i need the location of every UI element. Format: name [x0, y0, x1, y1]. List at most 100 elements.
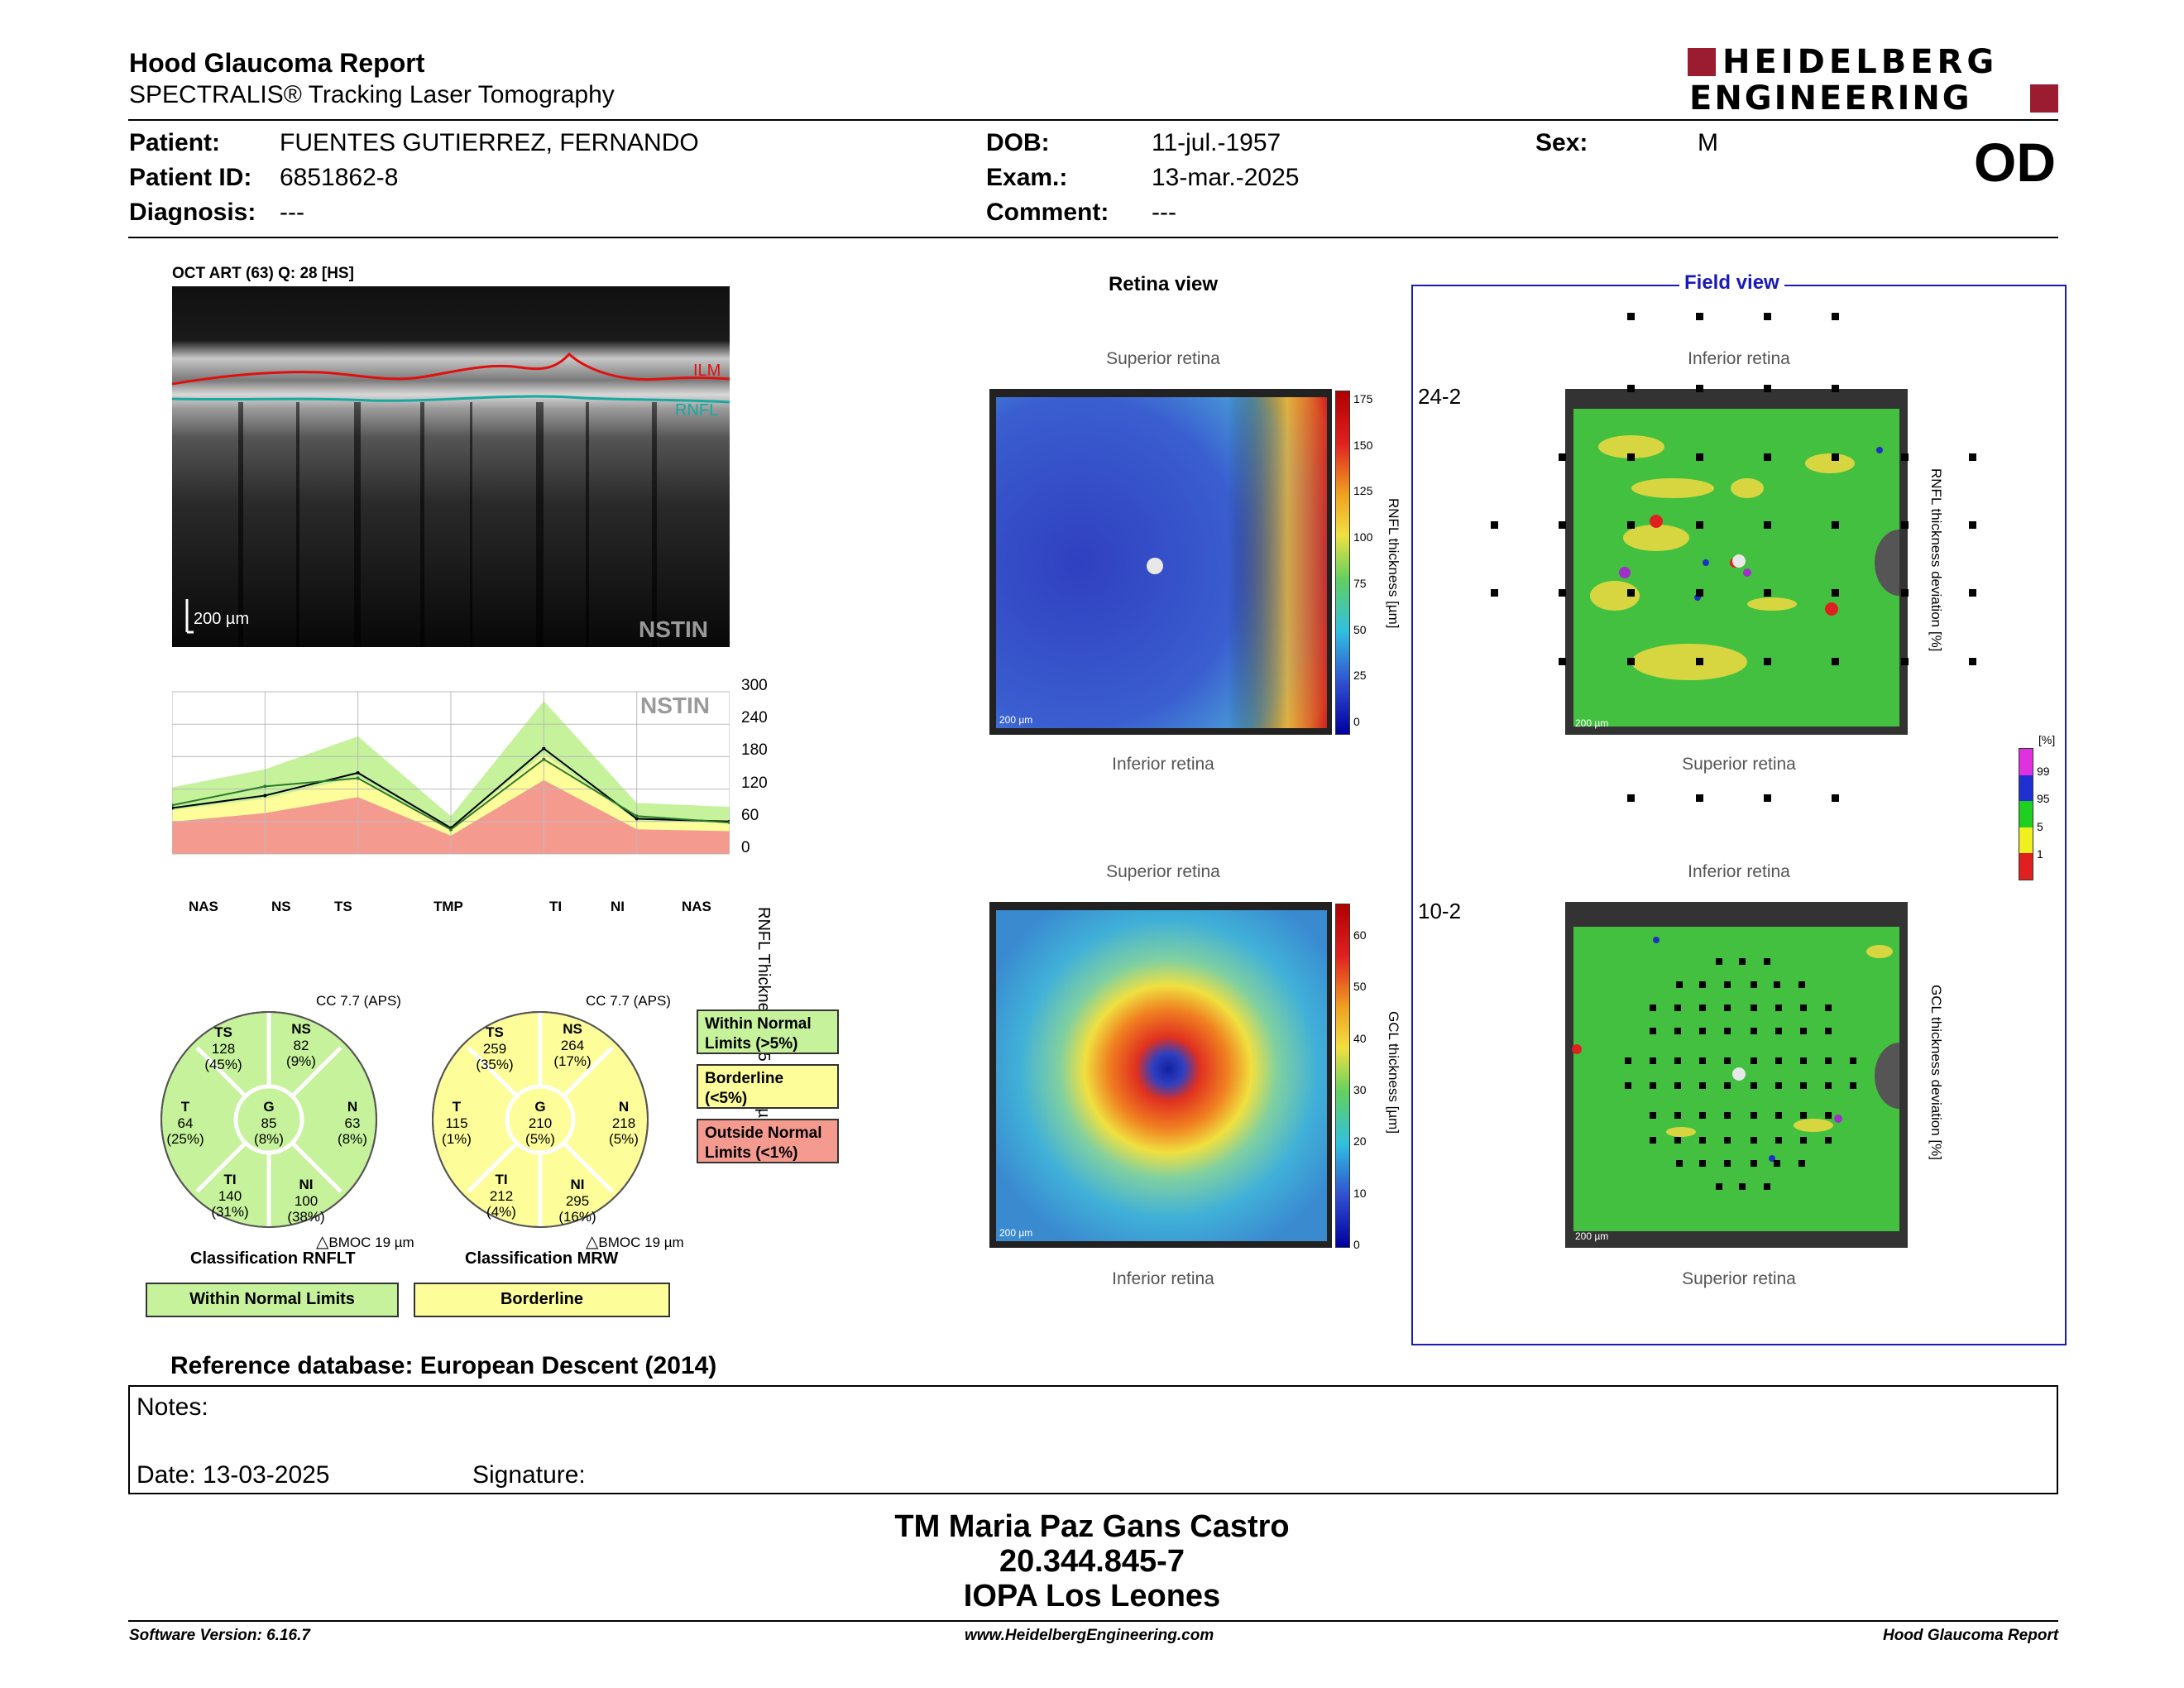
- normative-bands: [172, 701, 730, 854]
- retina-gcl-axis-label: GCL thickness [µm]: [1386, 1011, 1401, 1134]
- field-242-test-points: [1411, 285, 2067, 814]
- retina-gcl-colorbar-ticks: 60 50 40 30 20 10 0: [1353, 928, 1382, 1251]
- exam-label: Exam.:: [986, 164, 1068, 191]
- field-102-test-point: [1850, 1082, 1856, 1089]
- field-242-test-point: [1491, 521, 1498, 529]
- rnflt-sector-ts: TS 128 (45%): [204, 1024, 242, 1073]
- field-102-test-point: [1724, 1057, 1731, 1064]
- signature-org: IOPA Los Leones: [963, 1579, 1221, 1614]
- field-102-test-point: [1751, 1057, 1757, 1064]
- field-102-test-point: [1798, 1160, 1805, 1167]
- profile-x-label: TS: [334, 899, 352, 914]
- rnflt-classification-label: Classification RNFLT: [190, 1249, 356, 1268]
- field-242-inferior-caption: Inferior retina: [1688, 349, 1790, 368]
- field-242-test-point: [1764, 385, 1771, 392]
- eye-label: OD: [1974, 132, 2056, 193]
- field-102-test-point: [1798, 981, 1805, 988]
- footer-rule: [128, 1620, 2058, 1622]
- field-242-test-point: [1901, 521, 1909, 529]
- retina-rnfl-superior-caption: Superior retina: [1106, 349, 1220, 368]
- patient-id: 6851862-8: [280, 164, 399, 191]
- field-102-test-point: [1724, 981, 1731, 988]
- field-242-test-point: [1969, 453, 1976, 461]
- rnflt-cc-label: CC 7.7 (APS): [316, 993, 401, 1009]
- oct-scale-label: 200 µm: [194, 610, 249, 628]
- gcl-colorbar-tick: 50: [1353, 980, 1367, 994]
- field-242-test-point: [1764, 589, 1771, 597]
- field-102-test-point: [1625, 1082, 1631, 1089]
- legend-band-yellow: [2019, 827, 2033, 854]
- mrw-sector-chart: TS 259 (35%) NS 264 (17%) T 115 (1%) G 210 (5%) …: [429, 1008, 652, 1231]
- profile-y-tick: 180: [741, 741, 768, 760]
- field-102-test-point: [1650, 1137, 1656, 1144]
- notes-box: Notes: Date: 13-03-2025 Signature:: [128, 1385, 2058, 1494]
- profile-y-tick: 60: [741, 806, 759, 824]
- field-102-test-point: [1774, 1160, 1780, 1167]
- retina-gcl-superior-caption: Superior retina: [1106, 862, 1220, 881]
- field-102-test-point: [1764, 1183, 1770, 1190]
- field-102-test-point: [1775, 1028, 1782, 1034]
- oct-caption: OCT ART (63) Q: 28 [HS]: [172, 265, 354, 282]
- field-102-test-point: [1751, 1112, 1757, 1119]
- field-102-test-point: [1775, 1112, 1782, 1119]
- legend-band-red: [2019, 853, 2033, 880]
- legend-band-green: [2019, 801, 2033, 827]
- patient-id-label: Patient ID:: [129, 164, 252, 191]
- profile-y-tick: 120: [741, 774, 768, 792]
- rnflt-bmo-label: △BMOC 19 µm: [316, 1233, 414, 1251]
- field-242-test-point: [1627, 589, 1635, 597]
- field-102-test-point: [1724, 1137, 1731, 1144]
- field-242-test-point: [1969, 521, 1976, 529]
- exam-value: 13-mar.-2025: [1152, 164, 1300, 191]
- field-102-test-point: [1674, 1137, 1681, 1144]
- retina-rnfl-colorbar: [1335, 391, 1350, 735]
- field-242-test-point: [1901, 589, 1909, 597]
- header-rule: [128, 119, 2058, 121]
- heidelberg-logo: HEIDELBERG ENGINEERING: [1688, 43, 2060, 117]
- field-102-test-point: [1699, 1137, 1706, 1144]
- gcl-colorbar-tick: 60: [1353, 928, 1367, 942]
- field-102-superior-caption: Superior retina: [1682, 1269, 1796, 1288]
- signature-name: TM Maria Paz Gans Castro: [894, 1509, 1290, 1544]
- field-242-test-point: [1832, 313, 1839, 320]
- field-102-test-points: [1565, 902, 1908, 1248]
- field-102-test-point: [1674, 1112, 1681, 1119]
- field-102-test-point: [1650, 1112, 1656, 1119]
- field-102-test-point: [1625, 1057, 1631, 1064]
- legend-borderline: Borderline (<5%): [697, 1064, 839, 1109]
- field-242-test-point: [1901, 658, 1909, 665]
- field-102-test-point: [1674, 1028, 1681, 1034]
- legend-within-normal: Within Normal Limits (>5%): [697, 1009, 839, 1054]
- field-102-test-point: [1699, 1160, 1706, 1167]
- mrw-sector-ts: TS 259 (35%): [476, 1024, 514, 1073]
- field-102-test-point: [1800, 1082, 1807, 1089]
- field-102-test-point: [1724, 1160, 1731, 1167]
- profile-x-label: NI: [611, 899, 625, 914]
- oct-bscan-image: ILM RNFL 200 µm NSTIN: [172, 286, 730, 647]
- field-102-test-point: [1650, 1082, 1656, 1089]
- retina-rnfl-thickness-map: 200 µm: [989, 389, 1332, 735]
- mrw-sector-ns: NS 264 (17%): [553, 1021, 592, 1070]
- mrw-bmo-label: △BMOC 19 µm: [586, 1233, 684, 1251]
- oct-nstin-label: NSTIN: [639, 616, 708, 642]
- field-102-label: 10-2: [1418, 899, 1462, 923]
- field-242-test-point: [1627, 313, 1635, 320]
- field-242-test-point: [1627, 794, 1635, 802]
- field-deviation-legend: [2019, 748, 2033, 880]
- field-102-test-point: [1775, 1082, 1782, 1089]
- field-102-test-point: [1739, 958, 1746, 965]
- field-242-test-point: [1696, 794, 1703, 802]
- gcl-colorbar-tick: 20: [1353, 1134, 1367, 1149]
- field-deviation-legend-ticks: 99 95 5 1: [2037, 765, 2062, 864]
- retina-view-title: Retina view: [1108, 273, 1219, 295]
- diagnosis-value: ---: [280, 199, 304, 226]
- field-242-test-point: [1559, 589, 1566, 597]
- field-102-test-point: [1775, 1005, 1782, 1011]
- field-102-test-point: [1716, 1183, 1722, 1190]
- field-102-test-point: [1800, 1028, 1807, 1034]
- field-242-test-point: [1696, 521, 1703, 529]
- deviation-legend-tick: 95: [2037, 792, 2050, 806]
- profile-series-point: [542, 757, 546, 761]
- field-242-test-point: [1696, 313, 1703, 320]
- field-102-inferior-caption: Inferior retina: [1688, 862, 1790, 881]
